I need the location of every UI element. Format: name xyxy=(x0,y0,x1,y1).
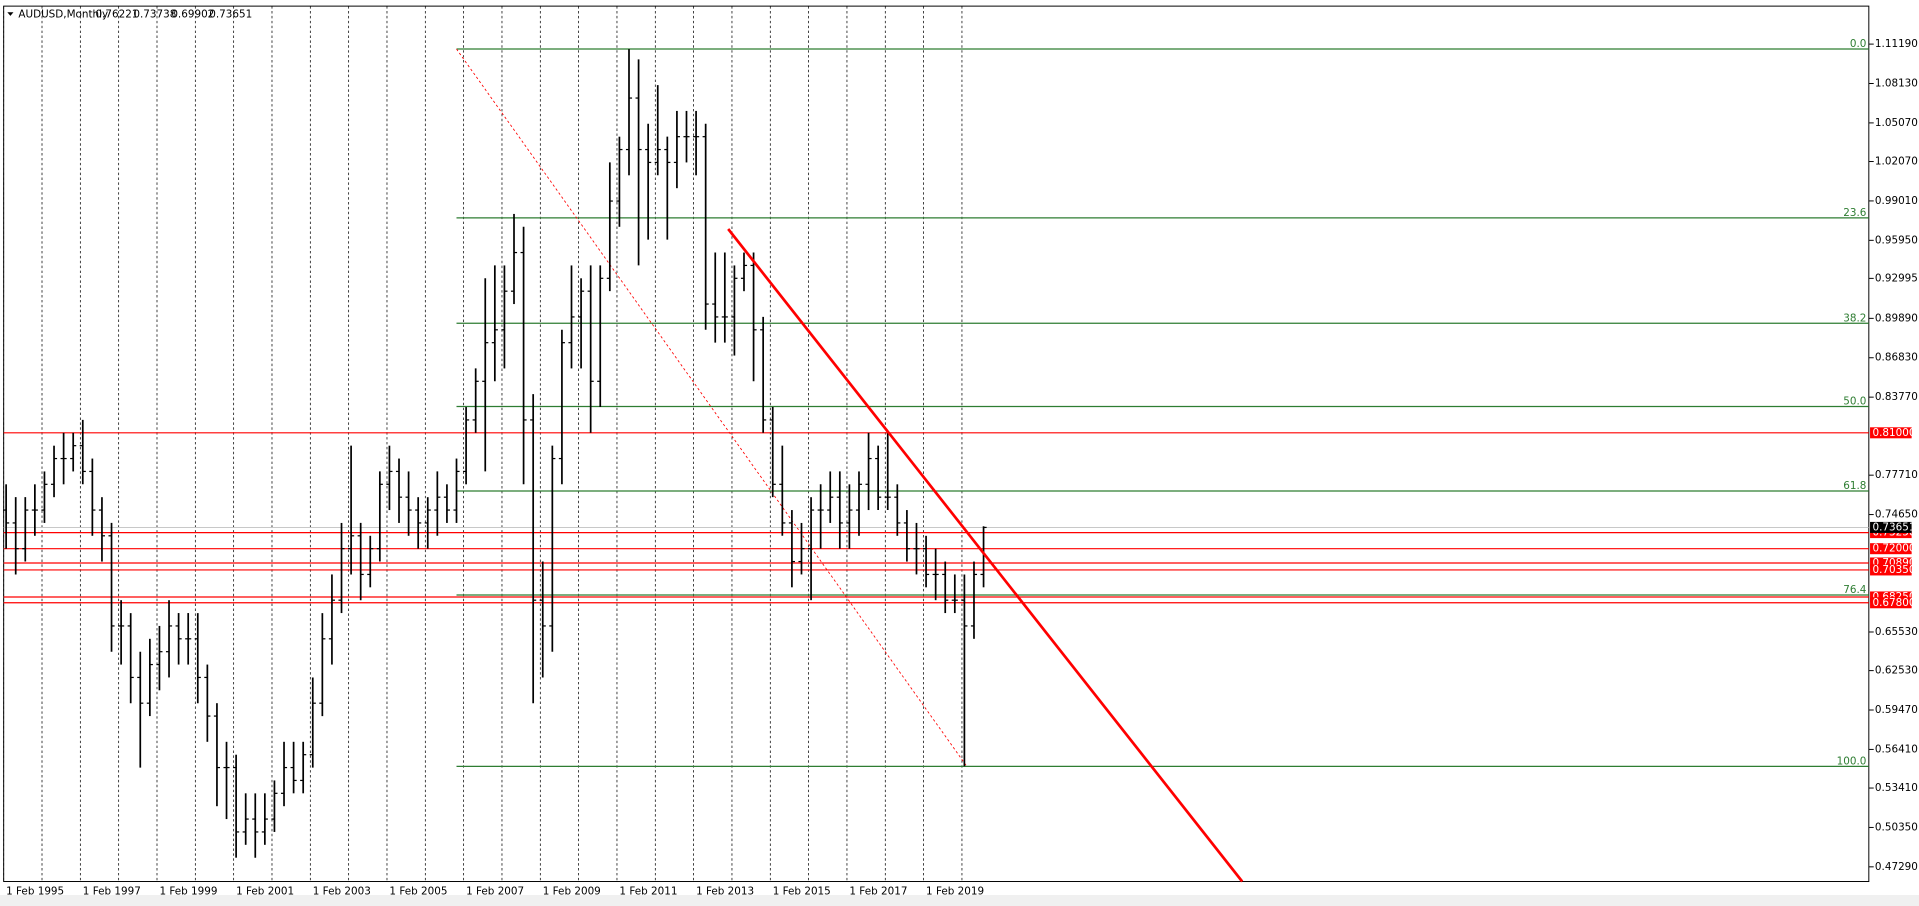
y-tick-label: 0.53410 xyxy=(1875,782,1918,794)
y-tick-label: 0.89890 xyxy=(1875,312,1918,324)
fib-label: 76.4 xyxy=(1843,584,1867,596)
level-tag xyxy=(1870,427,1912,439)
symbol-title: AUDUSD,Monthly xyxy=(18,9,108,21)
y-tick-label: 1.08130 xyxy=(1875,78,1918,90)
x-tick-label: 1 Feb 2015 xyxy=(773,885,831,897)
y-tick-label: 0.83770 xyxy=(1875,391,1918,403)
x-tick-label: 1 Feb 2019 xyxy=(926,885,984,897)
y-tick-label: 0.56410 xyxy=(1875,743,1918,755)
y-tick-label: 1.02070 xyxy=(1875,156,1918,168)
level-tag xyxy=(1870,591,1912,603)
x-tick-label: 1 Feb 1997 xyxy=(83,885,141,897)
y-tick-label: 0.59470 xyxy=(1875,704,1918,716)
header-value: 0.73651 xyxy=(209,9,252,21)
x-tick-label: 1 Feb 1995 xyxy=(6,885,64,897)
x-tick-label: 1 Feb 2007 xyxy=(466,885,524,897)
x-tick-label: 1 Feb 2013 xyxy=(696,885,754,897)
y-tick-label: 0.65530 xyxy=(1875,626,1918,638)
x-tick-label: 1 Feb 2017 xyxy=(849,885,907,897)
level-label: 0.72000 xyxy=(1872,543,1915,555)
x-tick-label: 1 Feb 1999 xyxy=(159,885,217,897)
level-label: 0.70350 xyxy=(1872,564,1915,576)
header-value: 0.73738 xyxy=(133,9,176,21)
y-tick-label: 0.74650 xyxy=(1875,509,1918,521)
y-tick-label: 0.77710 xyxy=(1875,469,1918,481)
header-value: 0.76221 xyxy=(95,9,138,21)
level-label: 0.67800 xyxy=(1872,597,1915,609)
trendline xyxy=(727,228,1244,883)
fib-label: 100.0 xyxy=(1837,756,1867,768)
y-tick-label: 1.11190 xyxy=(1875,38,1918,50)
y-tick-label: 0.62530 xyxy=(1875,665,1918,677)
header-value: 0.69902 xyxy=(171,9,214,21)
plot-frame xyxy=(3,5,1870,883)
level-tag xyxy=(1870,597,1912,609)
menu-arrow[interactable] xyxy=(7,12,14,16)
x-tick-label: 1 Feb 2005 xyxy=(389,885,447,897)
level-tag xyxy=(1870,543,1912,555)
fib-label: 0.0 xyxy=(1850,38,1867,50)
fib-label: 50.0 xyxy=(1843,396,1866,408)
x-tick-label: 1 Feb 2001 xyxy=(236,885,294,897)
y-tick-label: 0.50350 xyxy=(1875,821,1918,833)
fib-label: 61.8 xyxy=(1843,480,1866,492)
current-price-label: 0.73651 xyxy=(1872,521,1915,533)
x-tick-label: 1 Feb 2009 xyxy=(543,885,601,897)
x-tick-label: 1 Feb 2003 xyxy=(313,885,371,897)
level-tag xyxy=(1870,557,1912,569)
level-label: 0.81000 xyxy=(1872,427,1915,439)
y-tick-label: 1.05070 xyxy=(1875,117,1918,129)
y-tick-label: 0.86830 xyxy=(1875,352,1918,364)
scroll-strip xyxy=(0,894,1919,906)
x-tick-label: 1 Feb 2011 xyxy=(619,885,677,897)
y-tick-label: 0.47290 xyxy=(1875,861,1918,873)
y-tick-label: 0.92995 xyxy=(1875,272,1918,284)
y-tick-label: 0.99010 xyxy=(1875,195,1918,207)
y-tick-label: 0.95950 xyxy=(1875,234,1918,246)
fib-label: 38.2 xyxy=(1843,312,1866,324)
level-tag xyxy=(1870,564,1912,576)
current-price-tag xyxy=(1870,521,1912,533)
fib-label: 23.6 xyxy=(1843,207,1866,219)
